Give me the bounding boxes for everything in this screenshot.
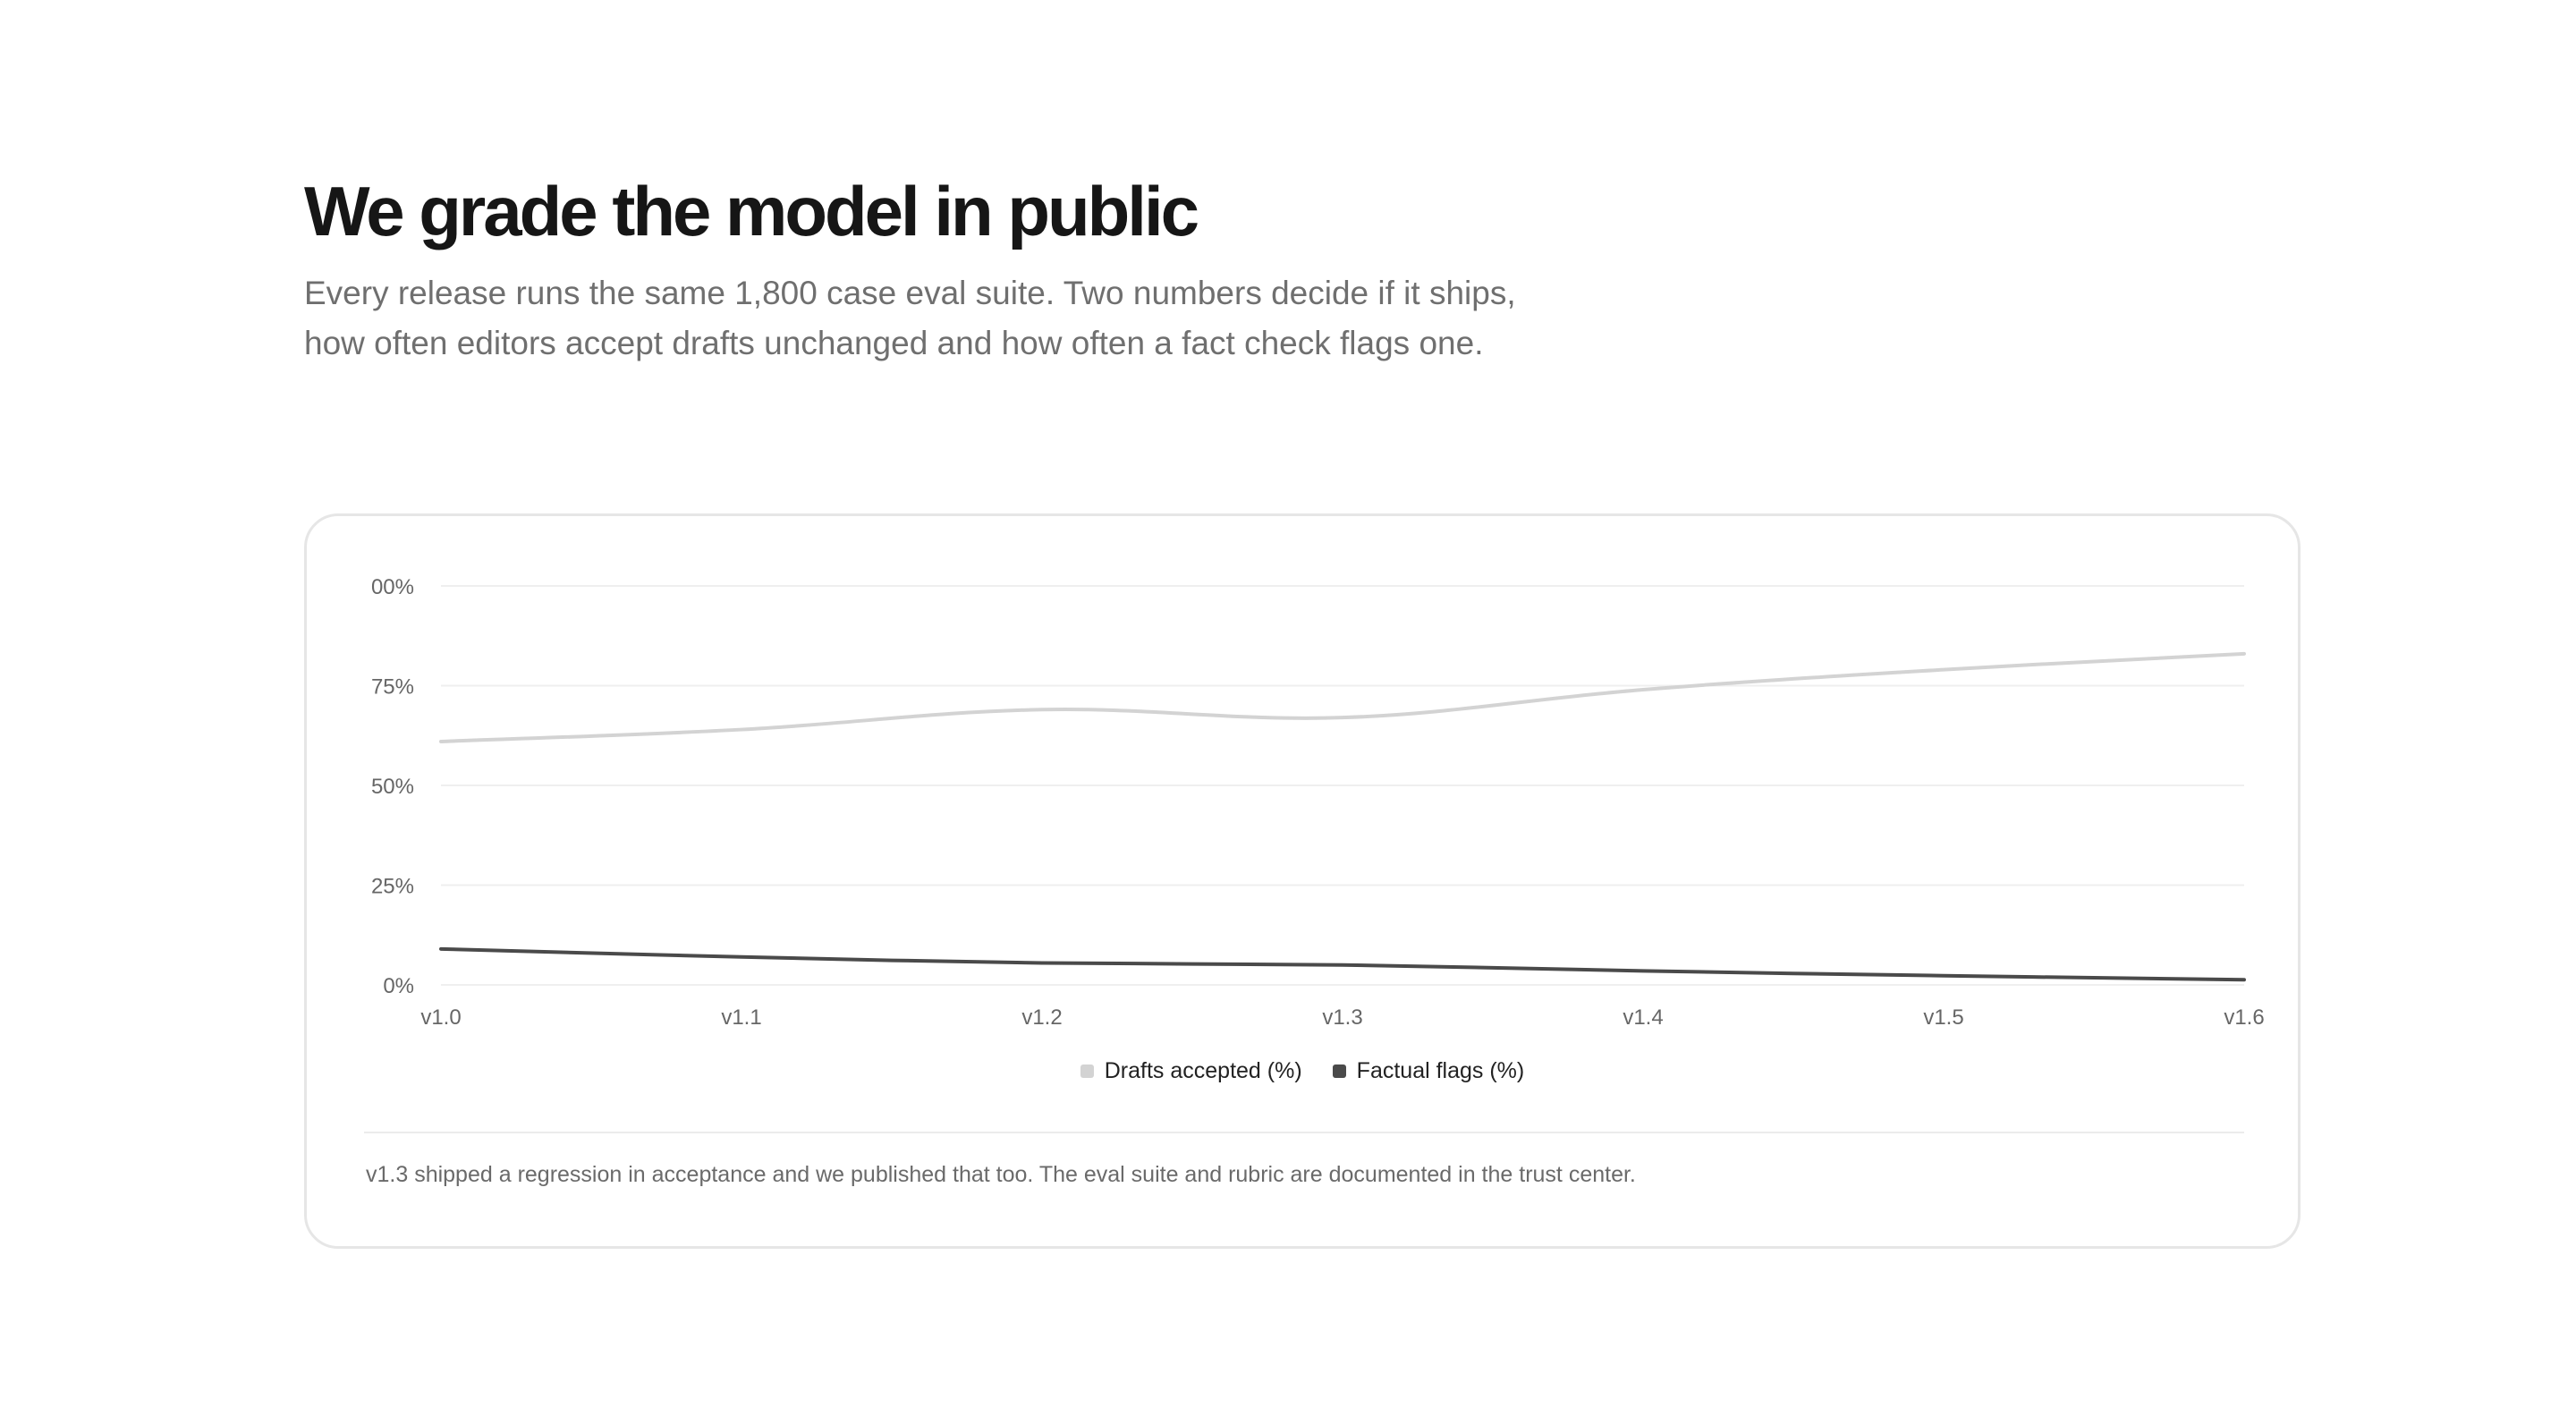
y-tick-label: 00%	[371, 575, 414, 599]
y-tick-label: 75%	[371, 675, 414, 700]
chart-footnote: v1.3 shipped a regression in acceptance …	[366, 1162, 1636, 1187]
series-line-factual-flags	[439, 946, 2246, 982]
y-tick-label: 50%	[371, 775, 414, 799]
x-tick-label: v1.4	[1623, 1005, 1663, 1030]
y-tick-label: 25%	[371, 875, 414, 899]
x-tick-label: v1.0	[420, 1005, 461, 1030]
legend-label-factual-flags: Factual flags (%)	[1356, 1058, 1525, 1083]
x-tick-label: v1.3	[1322, 1005, 1362, 1030]
legend-item-drafts-accepted: Drafts accepted (%)	[1080, 1058, 1302, 1084]
page-title: We grade the model in public	[304, 172, 1199, 250]
x-tick-label: v1.2	[1021, 1005, 1062, 1030]
x-tick-label: v1.6	[2224, 1005, 2264, 1030]
page-description: Every release runs the same 1,800 case e…	[304, 275, 1516, 361]
line-chart: 0% 25% 50% 75% 00% v1.0 v1.1 v1.2 v1.3 v1.4 v1.5 v1…	[371, 575, 2265, 1030]
legend-label-drafts-accepted: Drafts accepted (%)	[1104, 1058, 1302, 1083]
y-tick-label: 0%	[383, 974, 414, 998]
series-line-drafts-accepted	[439, 651, 2246, 743]
legend-item-factual-flags: Factual flags (%)	[1332, 1058, 1525, 1084]
card-divider	[364, 1132, 2244, 1133]
legend-swatch-drafts-accepted	[1080, 1064, 1094, 1078]
chart-legend: Drafts accepted (%) Factual flags (%)	[307, 1058, 2298, 1084]
chart-card: 0% 25% 50% 75% 00% v1.0 v1.1 v1.2 v1.3 v1.4 v1.5 v1…	[304, 513, 2301, 1249]
intro-section: We grade the model in public Every relea…	[304, 170, 2301, 369]
x-tick-label: v1.1	[721, 1005, 761, 1030]
x-tick-label: v1.5	[1923, 1005, 1963, 1030]
legend-swatch-factual-flags	[1332, 1064, 1346, 1078]
